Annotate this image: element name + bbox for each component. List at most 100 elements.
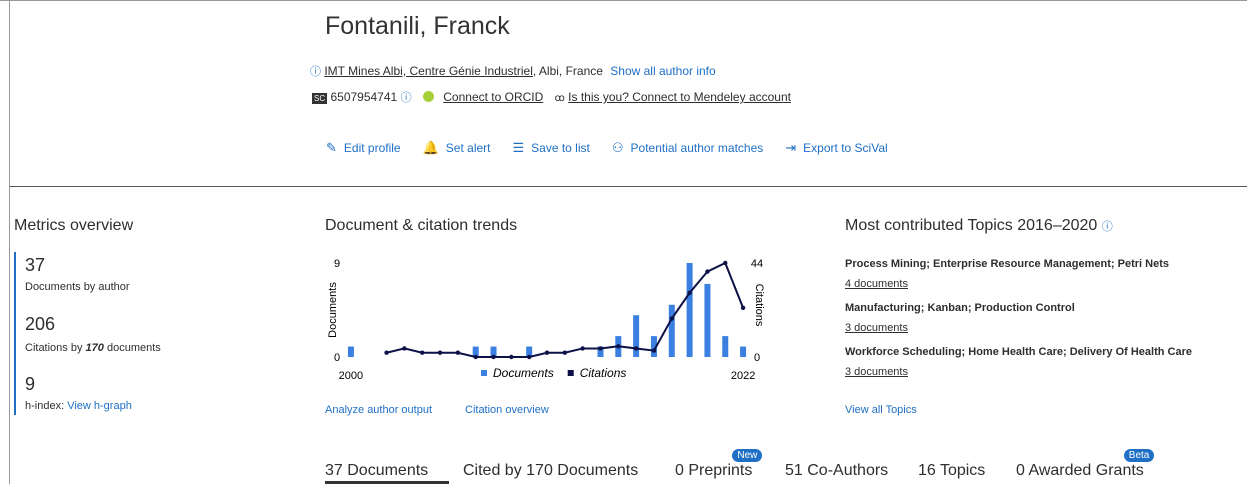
chart-link[interactable]: Citation overview: [465, 404, 549, 416]
tab[interactable]: 16 Topics: [918, 462, 986, 479]
point: [687, 290, 692, 296]
point: [705, 269, 710, 274]
bar: [686, 263, 693, 357]
action-icon: 🔔: [422, 140, 439, 155]
action[interactable]: ⇥ Export to SciVal: [785, 140, 887, 156]
label-count: 170: [85, 342, 104, 354]
metrics-accent: [14, 252, 16, 415]
metric-label: h-index: View h-graph: [25, 400, 132, 412]
y-tick-label: 0: [334, 352, 340, 364]
legend-swatch: [567, 370, 574, 376]
point: [580, 346, 585, 351]
point: [544, 350, 550, 355]
chart-title: Document & citation trends: [325, 217, 518, 234]
tab[interactable]: 0 Awarded Grants: [1016, 462, 1144, 479]
point: [509, 354, 514, 360]
x-tick-label: 2022: [731, 370, 755, 382]
action-icon: ✎: [326, 140, 337, 155]
bar: [490, 346, 497, 357]
author-name: Fontanili, Franck: [325, 12, 510, 40]
point: [723, 260, 728, 266]
bar: [526, 346, 533, 357]
bar: [668, 304, 675, 357]
bar: [597, 346, 604, 357]
topic-docs[interactable]: 4 documents: [845, 278, 908, 290]
y-tick-label: 9: [334, 258, 340, 270]
action-label: Set alert: [445, 141, 491, 155]
tab-badge: New: [732, 449, 763, 462]
point: [473, 354, 478, 360]
point: [616, 344, 621, 349]
affiliation-row: ⓘ IMT Mines Albi, Centre Génie Industrie…: [310, 63, 716, 79]
action[interactable]: ⚇ Potential author matches: [612, 140, 763, 156]
metric-label: Citations by 170 documents: [25, 342, 161, 354]
point: [384, 350, 389, 355]
bar: [740, 346, 747, 357]
scopus-badge: SC: [312, 93, 328, 104]
point: [402, 346, 407, 351]
topic-docs[interactable]: 3 documents: [845, 322, 908, 334]
topics-title: Most contributed Topics 2016–2020 ⓘ: [845, 217, 1113, 235]
bar: [704, 283, 711, 357]
mendeley-icon: ꝏ: [554, 93, 565, 104]
legend-label: Citations: [580, 366, 627, 380]
tab[interactable]: 37 Documents: [325, 462, 429, 479]
info-icon: ⓘ: [400, 92, 412, 104]
show-info[interactable]: Show all author info: [610, 64, 716, 78]
metric-value: 37: [25, 255, 46, 275]
left-border: [9, 0, 10, 484]
id-row: SC 6507954741 ⓘ Connect to ORCID ꝏ Is th…: [312, 89, 791, 105]
orcid-link[interactable]: Connect to ORCID: [443, 90, 544, 104]
point: [740, 305, 746, 311]
y2-tick-label: 44: [751, 258, 763, 270]
point: [651, 348, 657, 353]
point: [633, 346, 639, 351]
mendeley-link[interactable]: Is this you? Connect to Mendeley account: [568, 90, 791, 104]
point: [491, 354, 496, 360]
label-part: h-index:: [25, 400, 65, 412]
y2-axis-label: Citations: [753, 284, 765, 327]
y2-tick-label: 0: [754, 352, 760, 364]
bar: [650, 336, 657, 357]
metrics-title: Metrics overview: [14, 217, 134, 234]
action-icon: ☰: [512, 140, 525, 155]
point: [526, 354, 532, 360]
action-icon: ⚇: [611, 140, 624, 155]
tab[interactable]: Cited by 170 Documents: [463, 462, 639, 479]
bar: [472, 346, 479, 357]
affiliation-place: , Albi, France: [532, 64, 603, 78]
point: [669, 316, 674, 321]
action[interactable]: 🔔 Set alert: [423, 140, 491, 156]
actions: ✎ Edit profile 🔔 Set alert ☰ Save to list ⚇ Pot…: [326, 140, 910, 156]
affiliation[interactable]: IMT Mines Albi, Centre Génie Industriel: [324, 64, 533, 78]
metric-label: Documents by author: [25, 281, 130, 293]
legend-label: Documents: [493, 366, 554, 380]
topic-docs[interactable]: 3 documents: [845, 366, 908, 378]
author-id: 6507954741: [330, 90, 398, 104]
bar: [347, 346, 354, 357]
topic-name: Workforce Scheduling; Home Health Care; …: [845, 346, 1192, 358]
topics-title-text: Most contributed Topics 2016–2020: [845, 217, 1098, 234]
info-icon: ⓘ: [310, 66, 321, 78]
action-label: Export to SciVal: [803, 141, 888, 155]
action-label: Potential author matches: [630, 141, 764, 155]
x-tick-label: 2000: [339, 370, 363, 382]
topic-name: Manufacturing; Kanban; Production Contro…: [845, 302, 1075, 314]
action[interactable]: ✎ Edit profile: [326, 140, 401, 156]
info-icon: ⓘ: [1101, 221, 1113, 233]
tab[interactable]: 51 Co-Authors: [785, 462, 889, 479]
chart-link[interactable]: Analyze author output: [325, 404, 433, 416]
action-icon: ⇥: [785, 140, 797, 155]
action[interactable]: ☰ Save to list: [513, 140, 590, 156]
tab[interactable]: 0 Preprints: [675, 462, 753, 479]
point: [598, 346, 603, 351]
hgraph-link[interactable]: View h-graph: [67, 400, 132, 412]
metric-value: 206: [25, 314, 56, 334]
view-all-topics[interactable]: View all Topics: [845, 404, 917, 416]
point: [562, 350, 568, 355]
action-label: Edit profile: [343, 141, 401, 155]
bar: [722, 336, 729, 357]
tab-badge: Beta: [1123, 449, 1155, 462]
